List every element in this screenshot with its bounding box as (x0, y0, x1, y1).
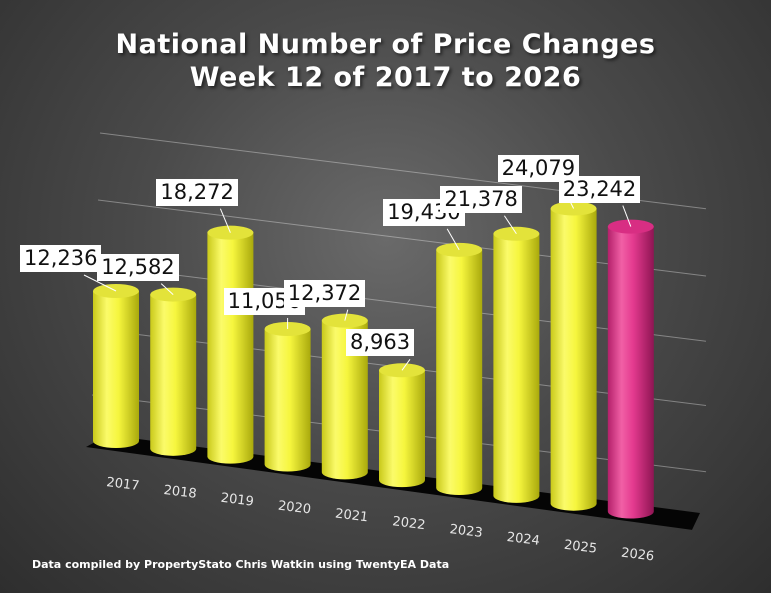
x-tick-label: 2026 (620, 546, 655, 565)
bar-2026 (607, 219, 654, 519)
bar-body (150, 294, 197, 456)
label-leader (446, 228, 460, 251)
x-tick-label: 2022 (392, 514, 427, 533)
bar-body (493, 233, 540, 503)
bar-2018 (150, 287, 197, 456)
label-leader (622, 205, 632, 227)
x-tick-label: 2020 (277, 499, 312, 518)
bar-2022 (379, 363, 425, 488)
data-label-2018: 12,582 (97, 253, 179, 281)
bar-2017 (93, 284, 139, 448)
bar-2025 (550, 201, 597, 511)
x-tick-label: 2017 (106, 475, 141, 494)
x-tick-label: 2021 (334, 506, 369, 525)
gridline (95, 264, 707, 342)
bar-2023 (436, 242, 483, 496)
label-leader (83, 274, 117, 292)
source-footnote: Data compiled by PropertyStato Chris Wat… (32, 558, 450, 571)
data-label-2021: 12,372 (283, 279, 366, 307)
data-label-2025: 24,079 (497, 154, 580, 182)
x-tick-label: 2019 (220, 491, 255, 510)
label-leader (503, 215, 517, 235)
data-label-2026: 23,242 (558, 175, 641, 203)
label-leader (344, 309, 349, 321)
bar-2019 (207, 225, 254, 464)
x-tick-label: 2023 (449, 522, 484, 541)
x-tick-label: 2025 (563, 538, 598, 557)
bar-2020 (264, 321, 311, 472)
bar-body (379, 370, 425, 488)
data-label-2017: 12,236 (20, 245, 102, 272)
bar-body (436, 249, 483, 496)
gridline (97, 199, 707, 277)
label-leader (160, 283, 174, 295)
bar-2024 (493, 226, 540, 503)
bar-body (321, 320, 368, 480)
label-leader (401, 359, 411, 371)
chart-title-line-1: National Number of Price Changes (115, 29, 656, 60)
data-label-2022: 8,963 (346, 329, 415, 357)
bar-body (607, 226, 654, 519)
x-tick-label: 2024 (506, 530, 541, 549)
bar-body (93, 291, 139, 448)
x-tick-label: 2018 (163, 483, 198, 502)
label-leader (219, 208, 231, 233)
data-label-2019: 18,272 (156, 178, 238, 206)
bar-body (264, 328, 311, 472)
chart-title-line-2: Week 12 of 2017 to 2026 (189, 62, 582, 93)
data-label-2024: 21,378 (440, 185, 522, 213)
bar-body (207, 232, 254, 464)
bar-body (550, 208, 597, 511)
